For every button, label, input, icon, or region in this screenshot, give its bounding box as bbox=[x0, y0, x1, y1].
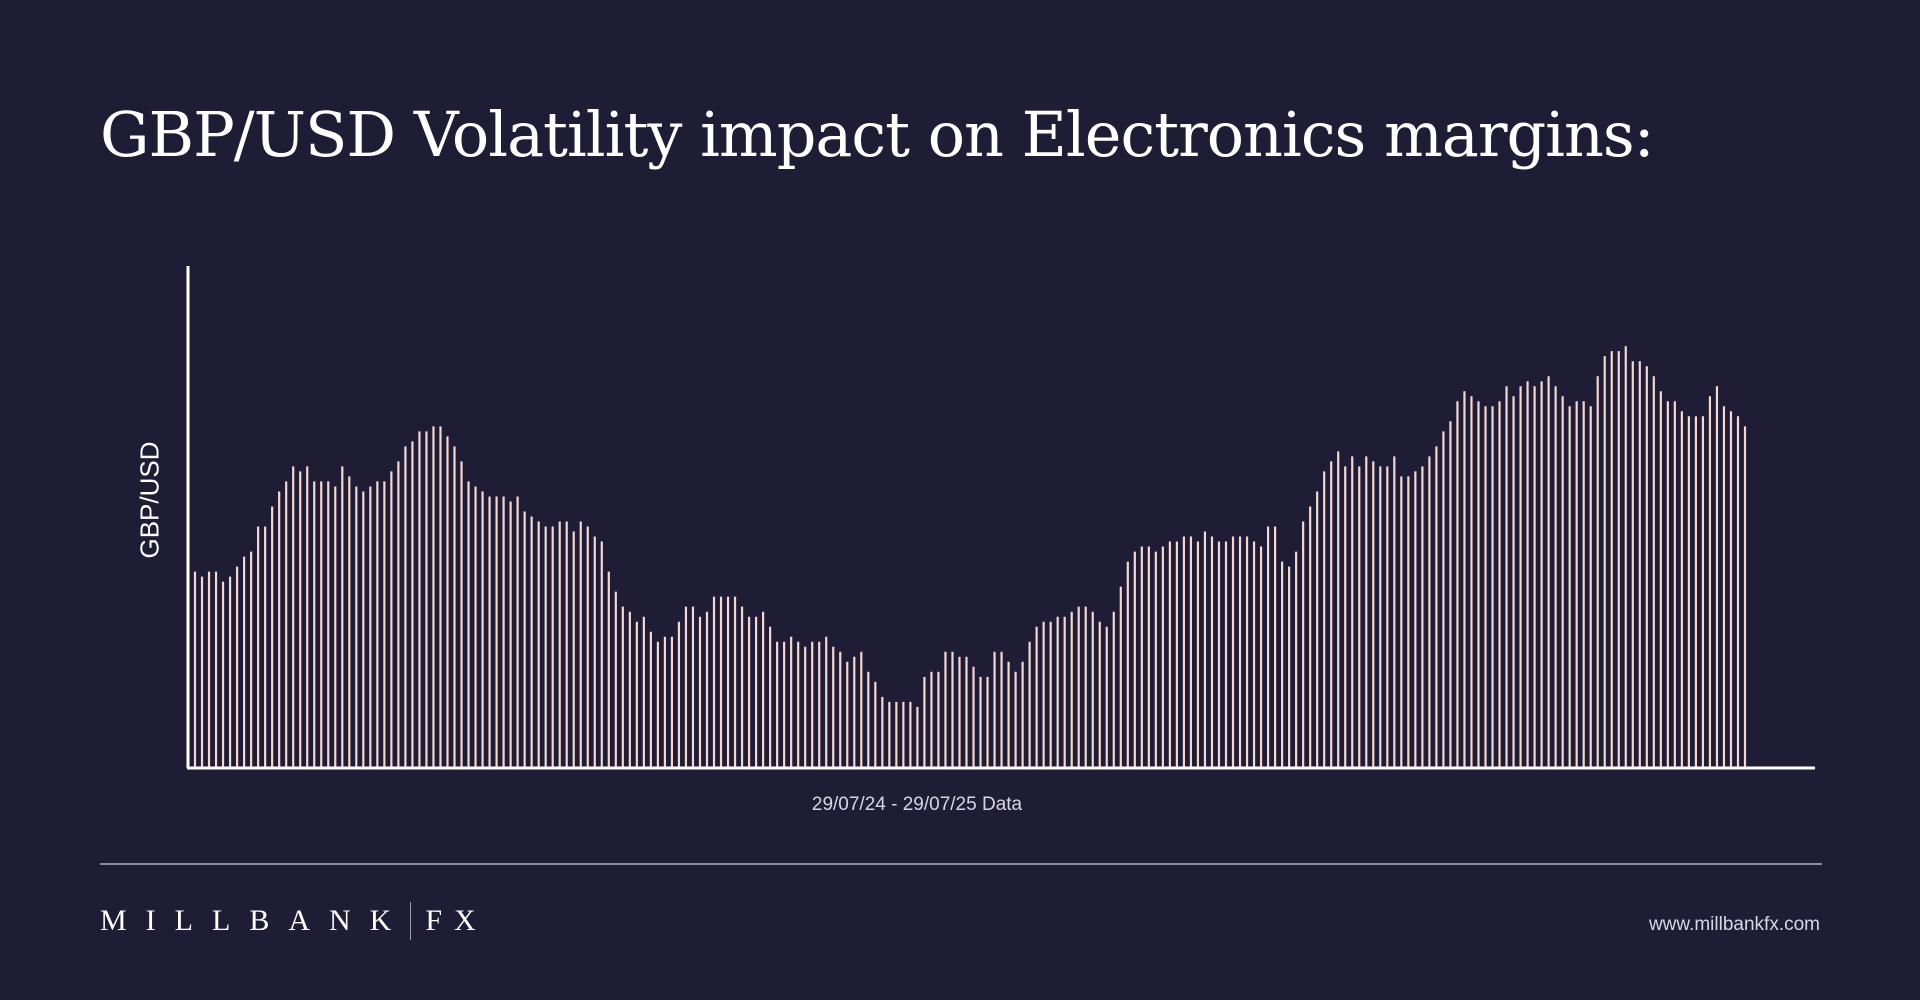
brand-divider bbox=[410, 902, 412, 940]
y-axis-label: GBP/USD bbox=[134, 441, 165, 559]
page-title: GBP/USD Volatility impact on Electronics… bbox=[100, 98, 1655, 171]
chart-bars bbox=[193, 346, 1747, 767]
brand-name: MILLBANK bbox=[100, 904, 411, 937]
brand-fx: FX bbox=[425, 904, 488, 937]
brand-logo: MILLBANK FX bbox=[100, 902, 488, 940]
footer-divider bbox=[100, 863, 1822, 865]
website-link[interactable]: www.millbankfx.com bbox=[1648, 914, 1820, 935]
x-axis-label: 29/07/24 - 29/07/25 Data bbox=[811, 794, 1023, 815]
